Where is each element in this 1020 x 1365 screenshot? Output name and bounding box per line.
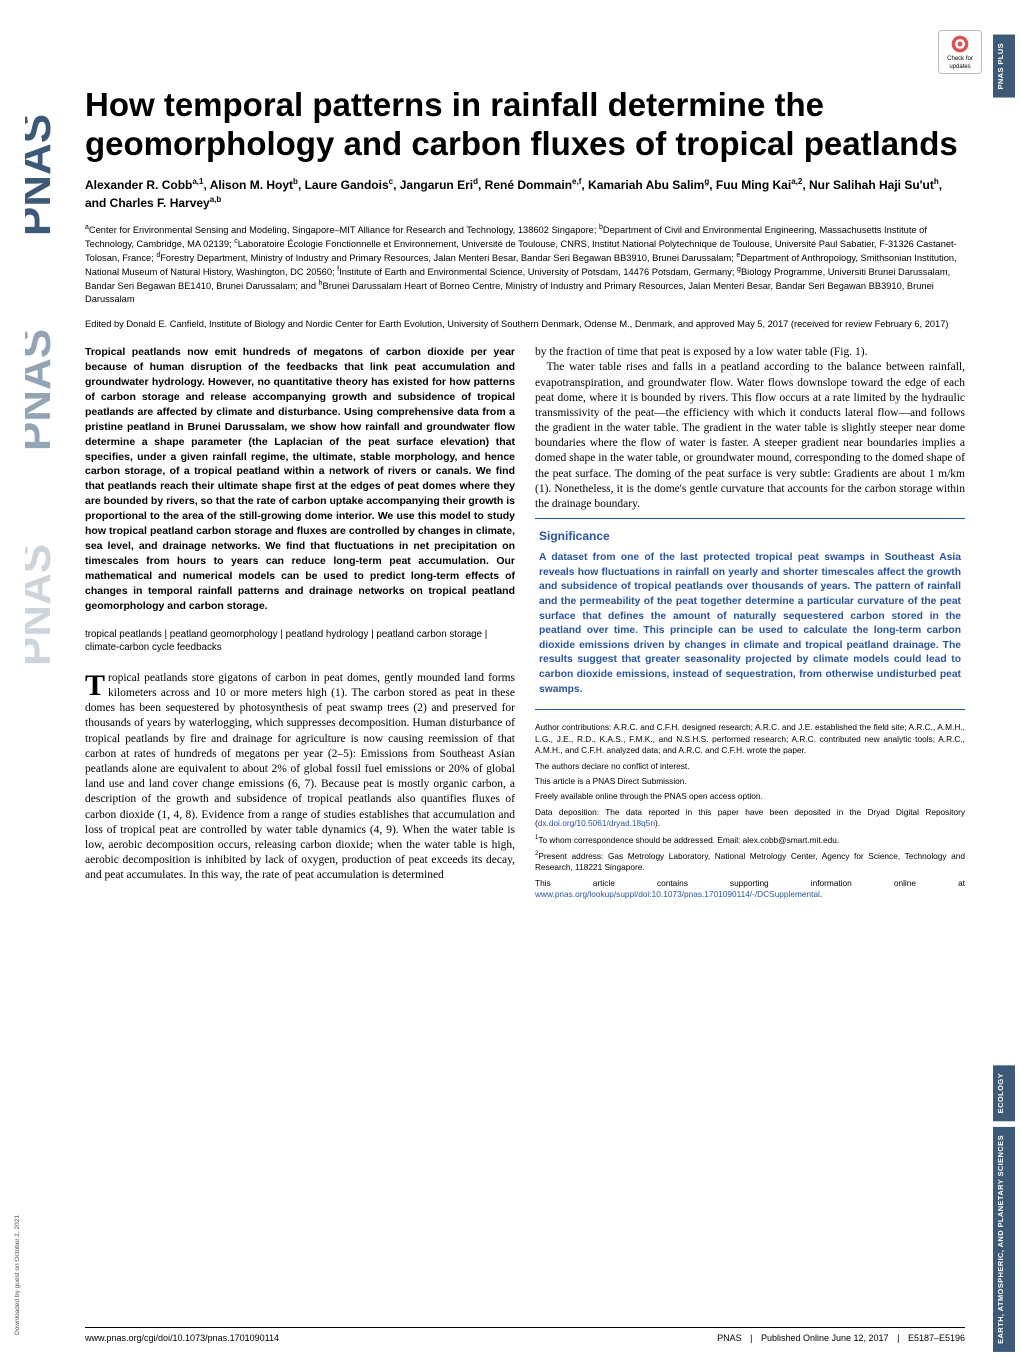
- footnote-present: 2Present address: Gas Metrology Laborato…: [535, 850, 965, 874]
- significance-body: A dataset from one of the last protected…: [539, 551, 961, 697]
- side-label-pnas-plus: PNAS PLUS: [993, 35, 1015, 98]
- edited-by-line: Edited by Donald E. Canfield, Institute …: [85, 318, 965, 331]
- significance-heading: Significance: [539, 529, 961, 543]
- footnotes: Author contributions: A.R.C. and C.F.H. …: [535, 722, 965, 900]
- svg-text:PNAS: PNAS: [25, 114, 60, 236]
- authors-line: Alexander R. Cobba,1, Alison M. Hoytb, L…: [85, 176, 965, 213]
- supp-link[interactable]: www.pnas.org/lookup/suppl/doi:10.1073/pn…: [535, 889, 820, 899]
- affiliations: aCenter for Environmental Sensing and Mo…: [85, 223, 965, 307]
- body-text-right: by the fraction of time that peat is exp…: [535, 345, 965, 512]
- footnote-direct: This article is a PNAS Direct Submission…: [535, 776, 965, 787]
- svg-text:PNAS: PNAS: [25, 329, 60, 451]
- body-text-left: Tropical peatlands store gigatons of car…: [85, 671, 515, 883]
- footnote-conflict: The authors declare no conflict of inter…: [535, 761, 965, 772]
- dropcap: T: [85, 671, 108, 699]
- pnas-logo-strip: PNAS PNAS PNAS: [25, 60, 75, 1260]
- side-label-ecology: ECOLOGY: [993, 1065, 1015, 1121]
- svg-text:PNAS: PNAS: [25, 544, 60, 666]
- keywords: tropical peatlands | peatland geomorphol…: [85, 628, 515, 655]
- right-body-p1: by the fraction of time that peat is exp…: [535, 345, 965, 360]
- left-column: Tropical peatlands now emit hundreds of …: [85, 345, 515, 904]
- page-footer: www.pnas.org/cgi/doi/10.1073/pnas.170109…: [85, 1327, 965, 1343]
- abstract: Tropical peatlands now emit hundreds of …: [85, 345, 515, 613]
- pnas-logo-svg: PNAS PNAS PNAS: [25, 60, 75, 700]
- side-label-earth: EARTH, ATMOSPHERIC, AND PLANETARY SCIENC…: [993, 1127, 1015, 1352]
- significance-box: Significance A dataset from one of the l…: [535, 518, 965, 710]
- footnote-corr: 1To whom correspondence should be addres…: [535, 834, 965, 846]
- footnote-supp: This article contains supporting informa…: [535, 878, 965, 901]
- side-labels-lower: ECOLOGY EARTH, ATMOSPHERIC, AND PLANETAR…: [993, 1065, 1015, 1352]
- right-column: by the fraction of time that peat is exp…: [535, 345, 965, 904]
- footnote-free: Freely available online through the PNAS…: [535, 791, 965, 802]
- footer-doi: www.pnas.org/cgi/doi/10.1073/pnas.170109…: [85, 1333, 279, 1343]
- left-body-para: ropical peatlands store gigatons of carb…: [85, 672, 515, 881]
- footnote-data: Data deposition: The data reported in th…: [535, 807, 965, 830]
- side-labels-top: PNAS PLUS: [993, 35, 1015, 98]
- download-note: Downloaded by guest on October 2, 2021: [14, 1215, 21, 1335]
- footnote-contributions: Author contributions: A.R.C. and C.F.H. …: [535, 722, 965, 756]
- article-title: How temporal patterns in rainfall determ…: [85, 86, 965, 164]
- right-body-p2: The water table rises and falls in a pea…: [535, 360, 965, 512]
- dryad-link[interactable]: dx.doi.org/10.5061/dryad.18q5n: [538, 818, 655, 828]
- footer-right: PNAS | Published Online June 12, 2017 | …: [717, 1333, 965, 1343]
